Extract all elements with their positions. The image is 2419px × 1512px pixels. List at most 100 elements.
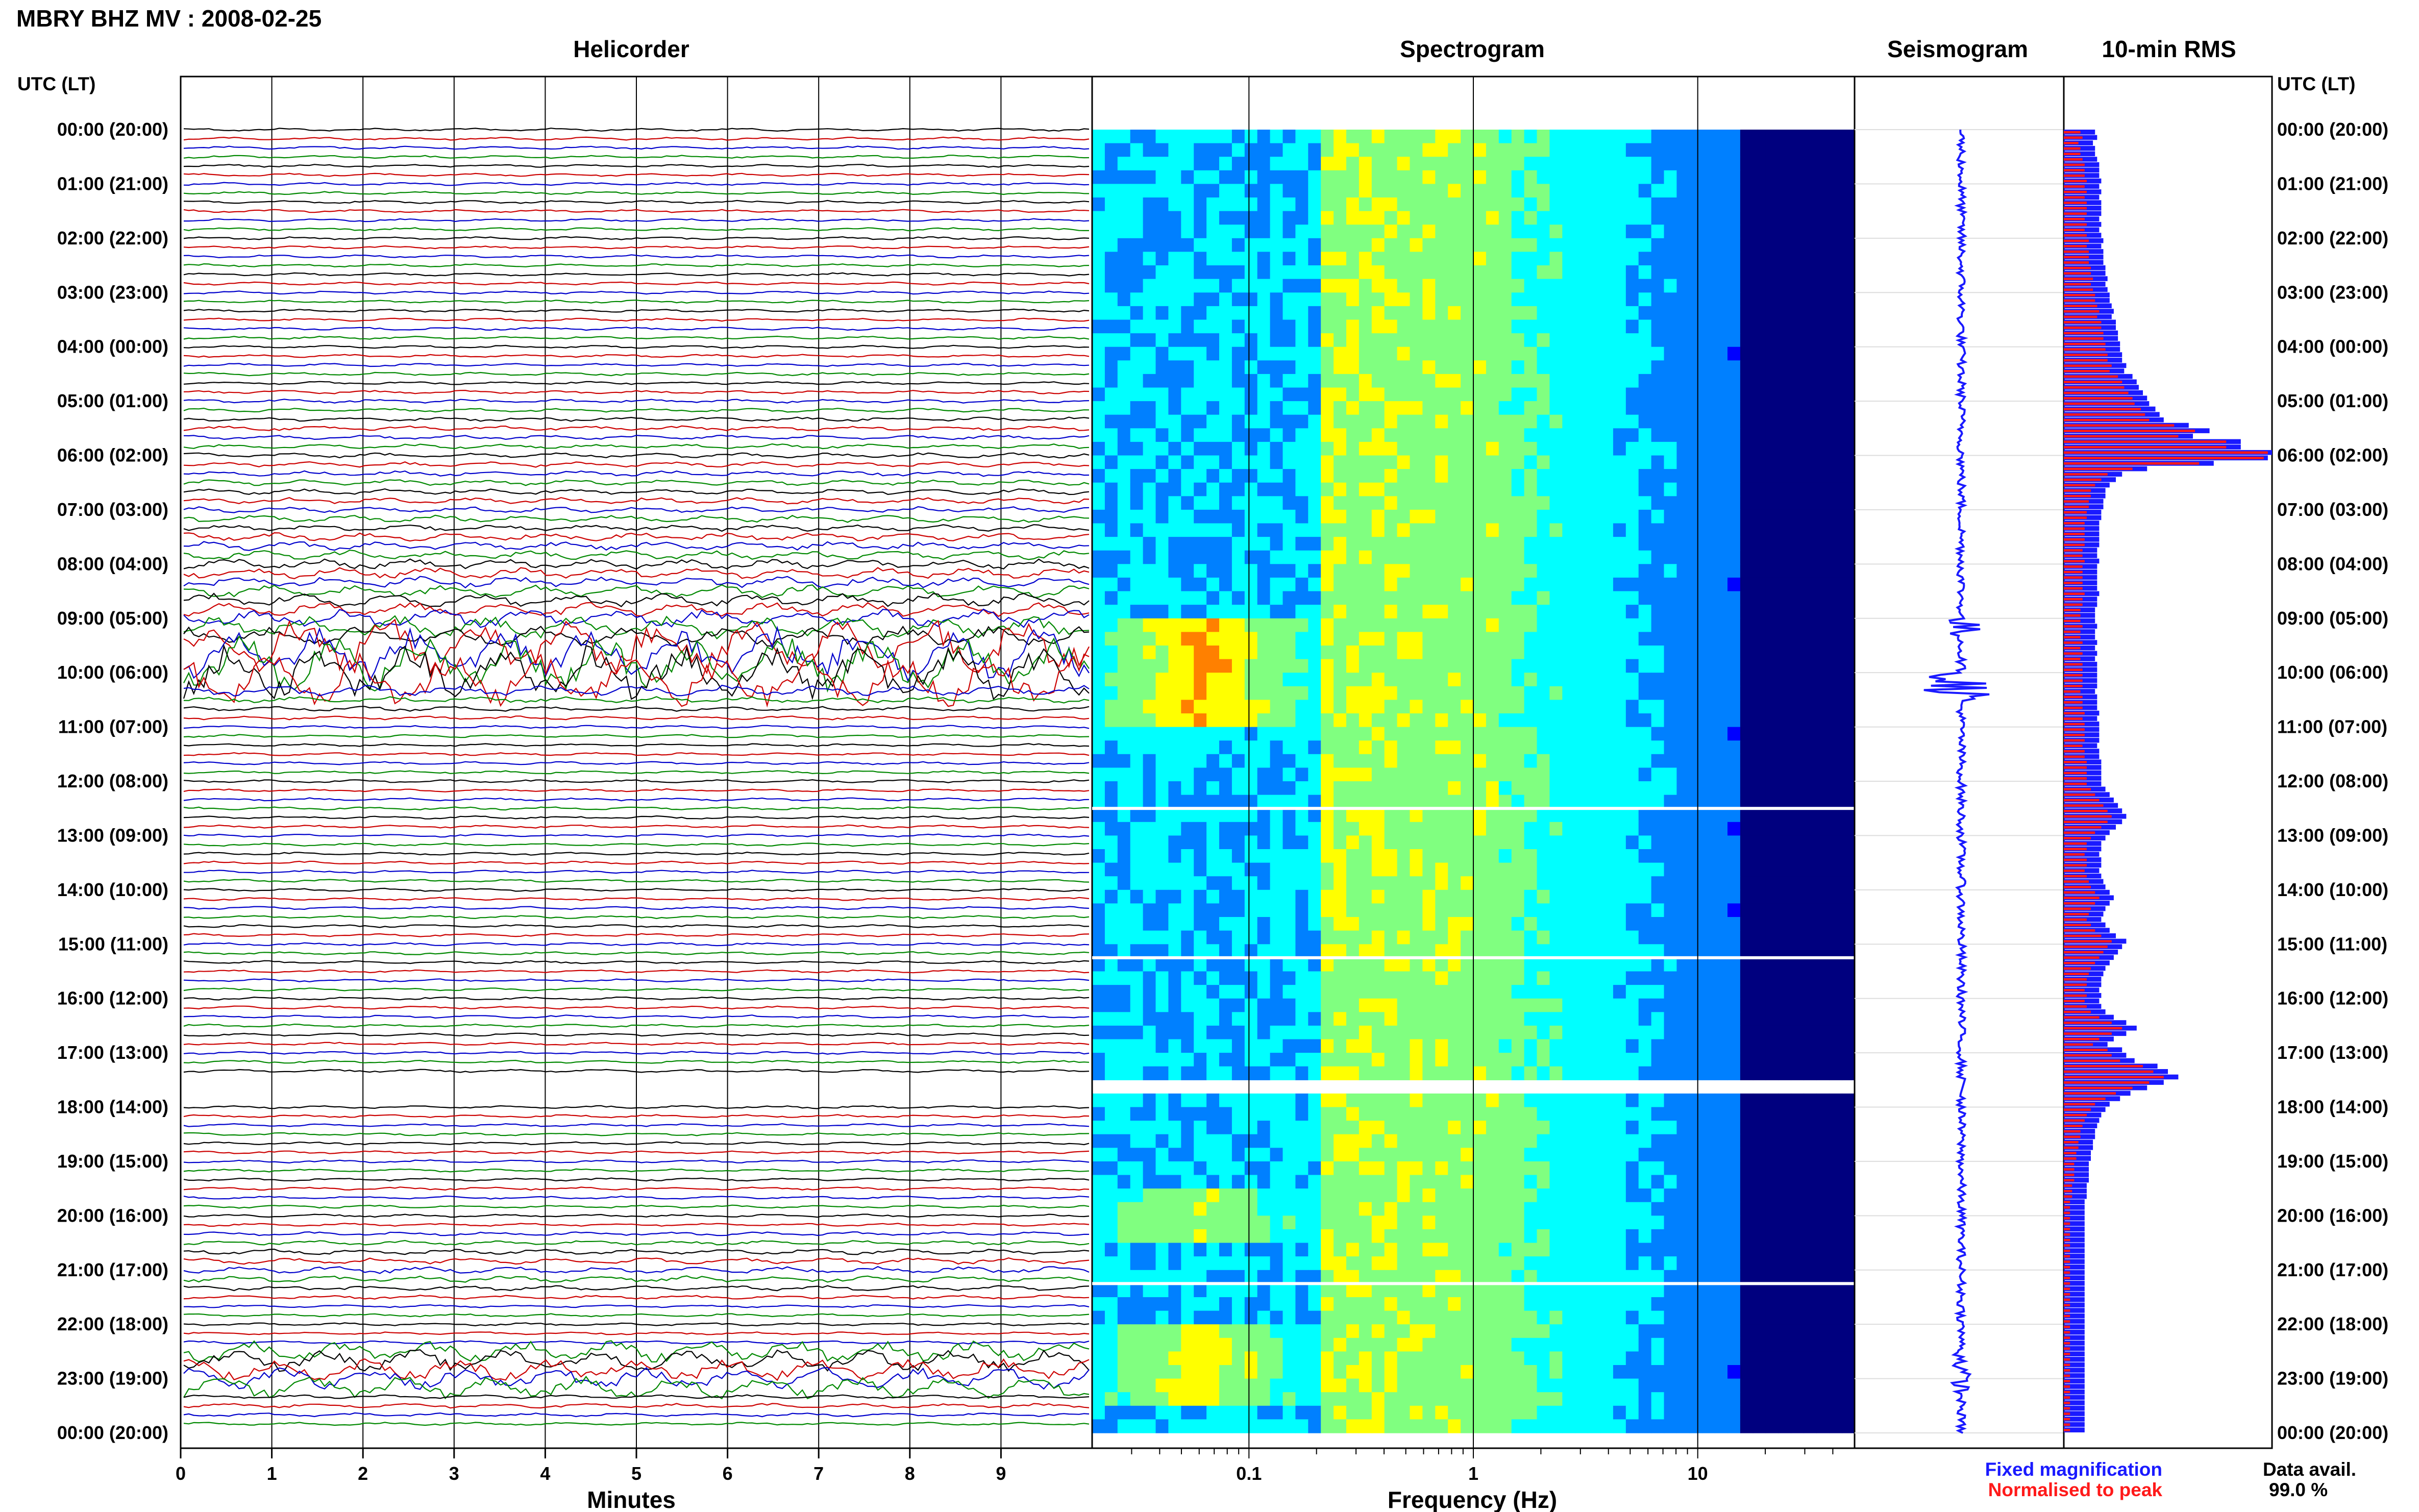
spectrogram-cell [1308, 1202, 1321, 1216]
spectrogram-cell [1549, 1188, 1563, 1203]
spectrogram-cell [1448, 360, 1461, 375]
spectrogram-cell [1244, 1025, 1258, 1040]
spectrogram-cell [1117, 469, 1131, 483]
spectrogram-cell [1257, 360, 1271, 375]
spectrogram-cell [1689, 917, 1702, 931]
spectrogram-cell [1715, 998, 1728, 1012]
spectrogram-cell [1498, 157, 1512, 171]
spectrogram-cell [1575, 333, 1588, 348]
spectrogram-cell [1461, 835, 1474, 850]
spectrogram-cell [1498, 1175, 1512, 1189]
spectrogram-cell [1321, 713, 1334, 728]
spectrogram-cell [1689, 808, 1702, 823]
spectrogram-cell [1676, 1093, 1690, 1108]
spectrogram-cell [1219, 1012, 1232, 1026]
spectrogram-cell [1334, 1175, 1347, 1189]
spectrogram-cell [1625, 496, 1639, 510]
spectrogram-cell [1676, 646, 1690, 660]
spectrogram-cell [1422, 509, 1436, 524]
helicorder-trace [183, 706, 1090, 712]
spectrogram-cell [1143, 618, 1156, 632]
spectrogram-cell [1613, 143, 1626, 157]
spectrogram-cell [1829, 862, 1842, 877]
spectrogram-cell [1384, 265, 1398, 280]
spectrogram-cell [1600, 1066, 1614, 1080]
spectrogram-cell [1143, 1025, 1156, 1040]
helicorder-trace [183, 236, 1090, 240]
spectrogram-cell [1143, 441, 1156, 456]
spectrogram-cell [1791, 1053, 1804, 1067]
spectrogram-cell [1740, 374, 1754, 388]
spectrogram-cell [1384, 211, 1398, 225]
spectrogram-cell [1295, 346, 1309, 361]
spectrogram-cell [1194, 441, 1207, 456]
spectrogram-cell [1486, 143, 1499, 157]
spectrogram-cell [1549, 306, 1563, 320]
spectrogram-cell [1575, 469, 1588, 483]
spectrogram-cell [1638, 482, 1652, 497]
spectrogram-cell [1842, 795, 1855, 809]
spectrogram-cell [1549, 876, 1563, 890]
spectrogram-cell [1600, 835, 1614, 850]
spectrogram-cell [1829, 279, 1842, 293]
spectrogram-cell [1473, 333, 1487, 348]
spectrogram-cell [1473, 1053, 1487, 1067]
spectrogram-cell [1206, 252, 1220, 266]
spectrogram-cell [1104, 387, 1118, 402]
spectrogram-cell [1842, 170, 1855, 184]
spectrogram-cell [1295, 1121, 1309, 1135]
spectrogram-cell [1397, 957, 1411, 972]
spectrogram-cell [1346, 713, 1360, 728]
spectrogram-cell [1511, 930, 1525, 945]
spectrogram-cell [1321, 835, 1334, 850]
spectrogram-cell [1181, 401, 1194, 415]
spectrogram-cell [1588, 930, 1601, 945]
spectrogram-cell [1613, 482, 1626, 497]
spectrogram-cell [1181, 957, 1194, 972]
spectrogram-cell [1435, 319, 1448, 334]
spectrogram-cell [1270, 1053, 1283, 1067]
spectrogram-cell [1498, 591, 1512, 605]
spectrogram-cell [1511, 1229, 1525, 1244]
spectrogram-cell [1778, 170, 1792, 184]
spectrogram-cell [1613, 564, 1626, 578]
spectrogram-cell [1397, 225, 1411, 239]
spectrogram-cell [1816, 1066, 1830, 1080]
spectrogram-cell [1498, 1093, 1512, 1108]
spectrogram-cell [1842, 591, 1855, 605]
spectrogram-cell [1664, 591, 1677, 605]
spectrogram-cell [1308, 496, 1321, 510]
spectrogram-cell [1155, 944, 1169, 958]
spectrogram-cell [1689, 197, 1702, 212]
spectrogram-cell [1308, 605, 1321, 619]
spectrogram-cell [1155, 496, 1169, 510]
spectrogram-cell [1104, 781, 1118, 796]
spectrogram-cell [1308, 876, 1321, 890]
spectrogram-cell [1778, 1012, 1792, 1026]
spectrogram-cell [1282, 157, 1296, 171]
spectrogram-cell [1613, 238, 1626, 252]
spectrogram-cell [1219, 360, 1232, 375]
spectrogram-cell [1461, 605, 1474, 619]
spectrogram-cell [1486, 1012, 1499, 1026]
spectrogram-cell [1321, 632, 1334, 646]
spectrogram-cell [1181, 252, 1194, 266]
spectrogram-cell [1702, 1148, 1715, 1162]
helicorder-trace [183, 1285, 1090, 1292]
spectrogram-cell [1765, 211, 1779, 225]
spectrogram-cell [1308, 1039, 1321, 1053]
spectrogram-cell [1422, 713, 1436, 728]
spectrogram-cell [1155, 835, 1169, 850]
spectrogram-cell [1143, 577, 1156, 592]
spectrogram-cell [1384, 1134, 1398, 1148]
spectrogram-cell [1130, 130, 1144, 144]
spectrogram-cell [1231, 157, 1245, 171]
spectrogram-cell [1168, 849, 1181, 863]
spectrogram-cell [1562, 184, 1575, 198]
spectrogram-cell [1816, 659, 1830, 673]
spectrogram-cell [1143, 211, 1156, 225]
spectrogram-cell [1588, 387, 1601, 402]
spectrogram-cell [1791, 1107, 1804, 1121]
spectrogram-cell [1562, 876, 1575, 890]
spectrogram-cell [1334, 374, 1347, 388]
